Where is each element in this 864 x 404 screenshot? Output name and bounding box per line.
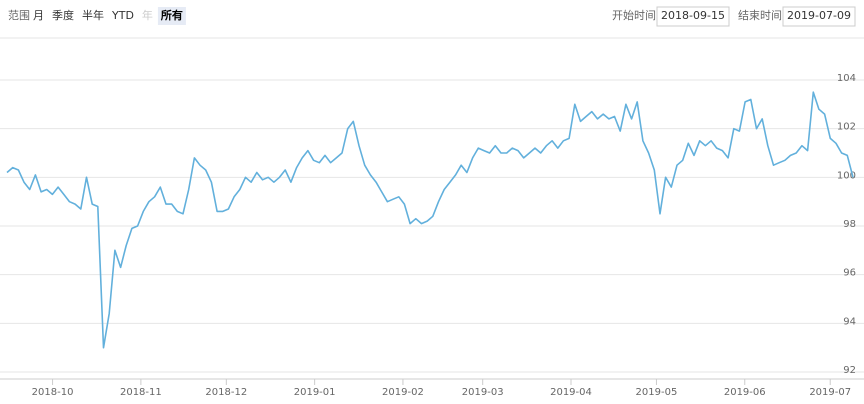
- start-date[interactable]: 2018-09-15: [661, 9, 725, 22]
- range-button[interactable]: YTD: [111, 9, 134, 22]
- y-tick-label: 98: [843, 219, 856, 230]
- x-tick-label: 2018-11: [120, 387, 162, 398]
- x-tick-label: 2019-05: [636, 387, 678, 398]
- y-tick-label: 92: [843, 365, 856, 376]
- x-tick-label: 2019-06: [724, 387, 766, 398]
- range-button-selected[interactable]: [157, 7, 186, 25]
- x-tick-label: 2019-02: [382, 387, 424, 398]
- y-tick-label: 100: [837, 170, 856, 181]
- range-label: 范围: [8, 8, 30, 22]
- range-button[interactable]: 年: [142, 8, 153, 22]
- x-tick-label: 2019-07: [809, 387, 851, 398]
- start-label: 开始时间: [612, 8, 656, 22]
- y-tick-label: 104: [837, 73, 856, 84]
- end-label: 结束时间: [738, 9, 782, 22]
- range-button[interactable]: 所有: [161, 8, 183, 22]
- range-button[interactable]: 月: [33, 9, 44, 22]
- y-tick-label: 94: [843, 316, 856, 327]
- end-input[interactable]: [782, 6, 856, 27]
- range-button[interactable]: 半年: [82, 8, 104, 22]
- x-tick-label: 2019-03: [462, 387, 504, 398]
- range-button[interactable]: 季度: [52, 8, 74, 22]
- x-tick-label: 2018-12: [205, 387, 247, 398]
- y-tick-label: 102: [837, 122, 856, 133]
- x-tick-label: 2018-10: [32, 387, 74, 398]
- end-date[interactable]: 2019-07-09: [787, 9, 851, 22]
- x-tick-label: 2019-01: [294, 387, 336, 398]
- x-tick-label: 2019-04: [550, 387, 592, 398]
- line-series: [6, 91, 854, 349]
- start-input[interactable]: [656, 6, 730, 27]
- y-tick-label: 96: [843, 268, 856, 279]
